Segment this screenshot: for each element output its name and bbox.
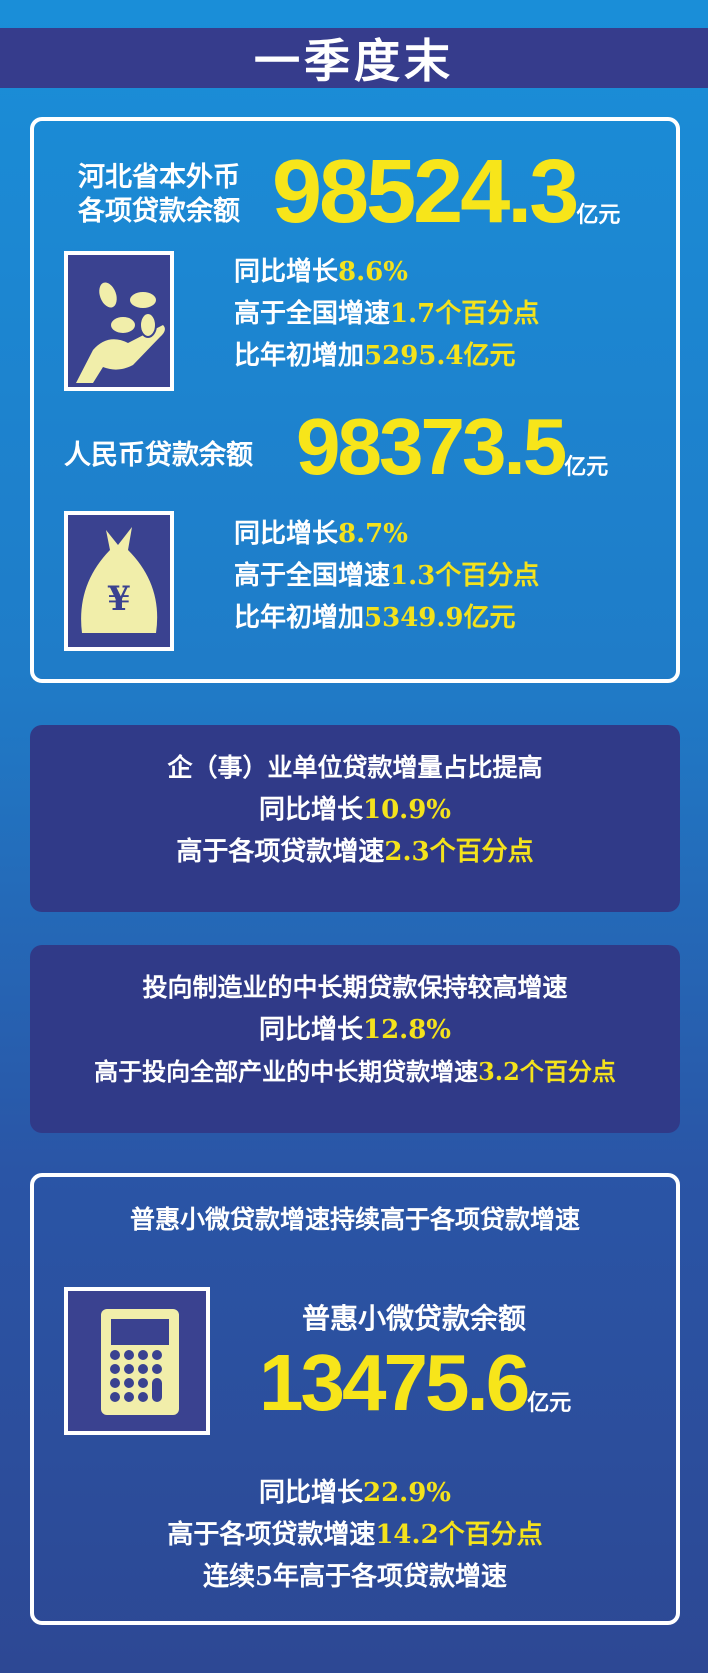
manufacturing-loan-panel: 投向制造业的中长期贷款保持较高增速 同比增长12.8% 高于投向全部产业的中长期… [30, 945, 680, 1133]
panel-heading: 企（事）业单位贷款增量占比提高 [167, 753, 543, 782]
stat-label: 高于全国增速 [234, 561, 391, 591]
inclusive-loan-stats: 同比增长22.9% 高于各项贷款增速14.2个百分点 连续5年高于各项贷款增速 [34, 1472, 676, 1598]
total-loan-stats: 同比增长8.6% 高于全国增速1.7个百分点 比年初增加5295.4亿元 [234, 251, 539, 377]
stat-value: 1.7个百分点 [390, 299, 540, 329]
total-loan-value: 98524.3 [272, 142, 579, 242]
stat-value: 5295.4亿元 [364, 341, 516, 371]
inclusive-loan-value-row: 13475.6亿元 [259, 1337, 571, 1429]
stat-value: 10.9% [362, 795, 452, 825]
stat-label: 同比增长 [258, 1478, 363, 1508]
loan-balance-panel: 河北省本外币 各项贷款余额 98524.3亿元 同比增长8.6% 高于全国增速1… [30, 117, 680, 683]
rmb-loan-value-row: 98373.5亿元 [296, 401, 608, 493]
stat-value: 14.2个百分点 [375, 1520, 543, 1550]
unit: 亿元 [576, 202, 621, 228]
stat-value: 22.9% [362, 1478, 452, 1508]
stat-value: 1.3个百分点 [390, 561, 540, 591]
stat-value: 12.8% [362, 1015, 452, 1045]
rmb-loan-stats: 同比增长8.7% 高于全国增速1.3个百分点 比年初增加5349.9亿元 [234, 513, 539, 639]
stat-label: 比年初增加 [234, 603, 365, 633]
stat-label: 高于全国增速 [234, 299, 391, 329]
stat-label: 高于各项贷款增速 [176, 837, 385, 867]
stat-label: 高于投向全部产业的中长期贷款增速 [94, 1057, 479, 1086]
panel-heading: 投向制造业的中长期贷款保持较高增速 [142, 973, 568, 1002]
stat-label: 连续5年高于各项贷款增速 [202, 1562, 508, 1592]
stat-value: 3.2个百分点 [478, 1057, 616, 1086]
inclusive-loan-panel: 普惠小微贷款增速持续高于各项贷款增速 普惠小微贷款余额 13475.6亿元 同比… [30, 1173, 680, 1625]
rmb-loan-label: 人民币贷款余额 [64, 440, 253, 471]
stat-value: 8.7% [338, 519, 408, 549]
stat-label: 同比增长 [258, 795, 363, 825]
stat-label: 同比增长 [234, 519, 339, 549]
inclusive-loan-label: 普惠小微贷款余额 [301, 1302, 526, 1335]
calculator-icon [64, 1287, 210, 1435]
stat-label: 同比增长 [258, 1015, 363, 1045]
svg-text:¥: ¥ [107, 579, 131, 619]
stat-label: 比年初增加 [234, 341, 365, 371]
stat-value: 8.6% [338, 257, 408, 287]
stat-value: 5349.9亿元 [364, 603, 516, 633]
stat-label: 同比增长 [234, 257, 339, 287]
total-loan-value-row: 98524.3亿元 [272, 141, 620, 244]
rmb-loan-value: 98373.5 [296, 402, 567, 491]
enterprise-loan-panel: 企（事）业单位贷款增量占比提高 同比增长10.9% 高于各项贷款增速2.3个百分… [30, 725, 680, 912]
hand-coins-icon [64, 251, 174, 391]
stat-value: 2.3个百分点 [384, 837, 534, 867]
money-bag-yuan-icon: ¥ [64, 511, 174, 651]
stat-label: 高于各项贷款增速 [167, 1520, 376, 1550]
page-title: 一季度末 [0, 28, 708, 88]
unit: 亿元 [527, 1390, 572, 1416]
total-loan-label: 河北省本外币 各项贷款余额 [78, 162, 240, 227]
inclusive-loan-value: 13475.6 [259, 1338, 530, 1427]
unit: 亿元 [564, 454, 609, 480]
panel-heading: 普惠小微贷款增速持续高于各项贷款增速 [129, 1205, 580, 1234]
